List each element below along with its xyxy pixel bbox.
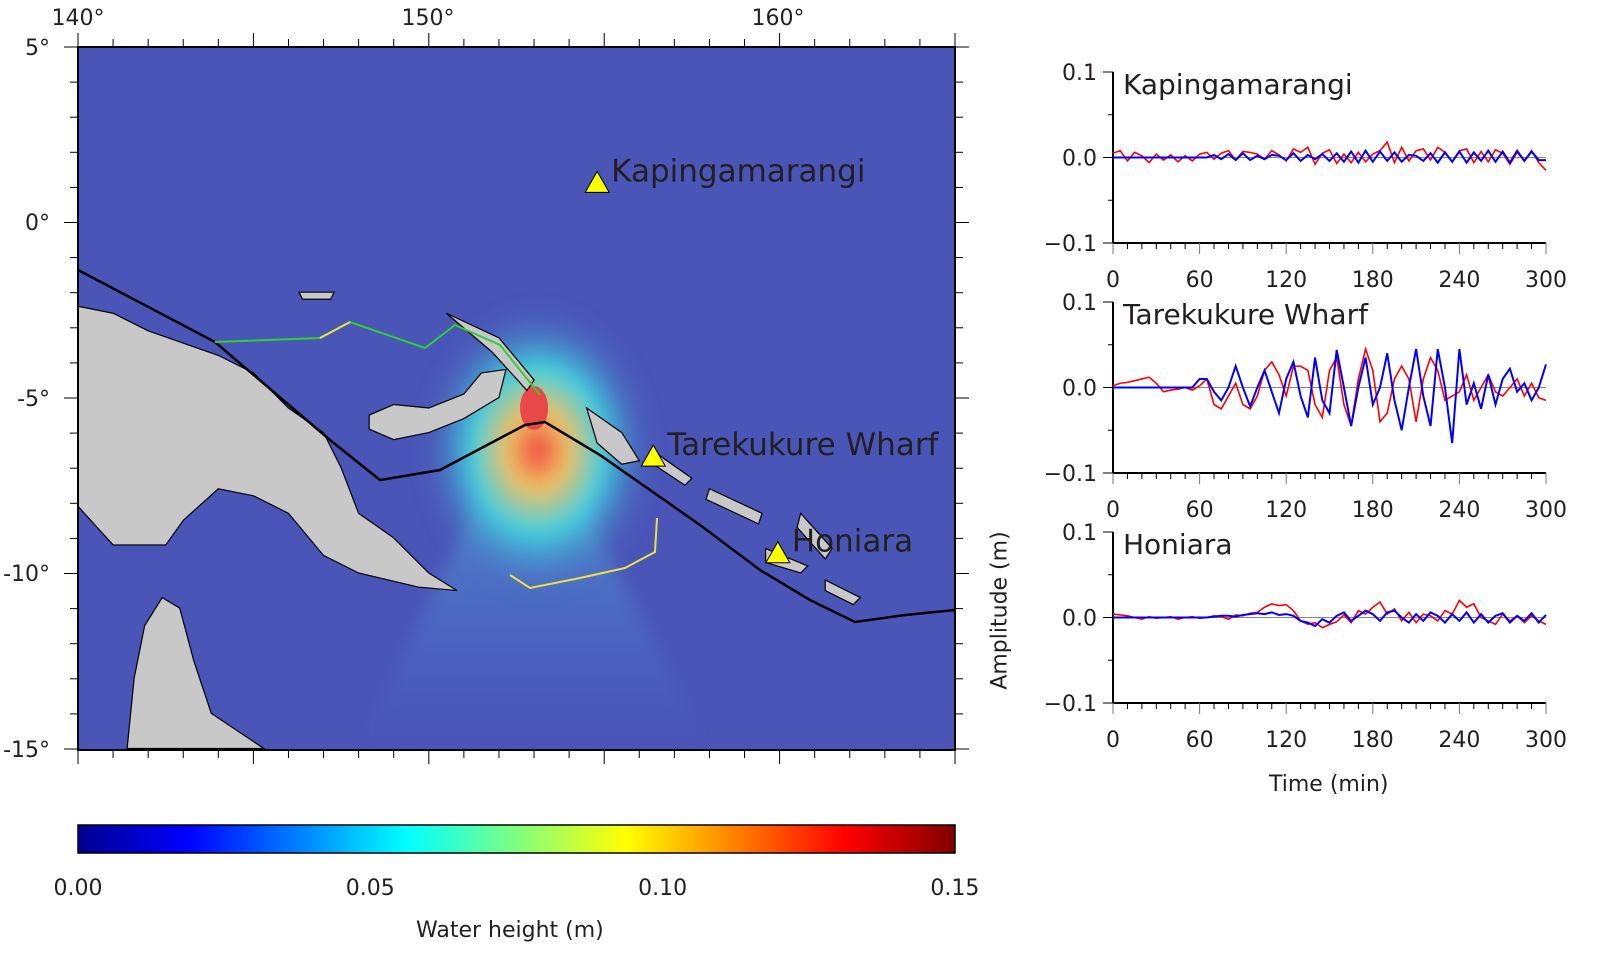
colorbar-tick-label: 0.10	[638, 876, 687, 901]
lon-tick-label: 140°	[52, 6, 105, 31]
station-label: Tarekukure Wharf	[666, 427, 939, 463]
y-tick-label: 0.0	[1062, 147, 1097, 172]
x-tick-label: 240	[1438, 498, 1480, 523]
fault-line-yellow	[509, 517, 658, 590]
station-label: Kapingamarangi	[611, 153, 865, 189]
land-new-guinea	[78, 305, 458, 592]
y-tick-label: 0.0	[1062, 607, 1097, 632]
x-tick-label: 180	[1352, 268, 1394, 293]
land-manus	[298, 291, 336, 300]
x-tick-label: 300	[1525, 728, 1567, 753]
timeseries-panel-1: 0.1 0.0 −0.1 0 60 120 180 240 300 Tarekukure Whar…	[1044, 291, 1567, 523]
x-tick-label: 300	[1525, 498, 1567, 523]
y-tick-label: 0.1	[1062, 521, 1097, 546]
land-australia	[126, 596, 266, 750]
y-tick-label: −0.1	[1044, 692, 1097, 717]
lat-tick-label: -15°	[3, 738, 50, 763]
x-tick-label: 120	[1265, 268, 1307, 293]
x-tick-label: 120	[1265, 728, 1307, 753]
trench-line	[78, 268, 955, 624]
station-label: Honiara	[792, 524, 913, 560]
x-axis-label: Time (min)	[1269, 772, 1389, 797]
lon-tick-label: 160°	[752, 6, 805, 31]
y-axis-label: Amplitude (m)	[987, 531, 1013, 690]
land-new-ireland	[445, 312, 535, 392]
land-malaita	[796, 512, 833, 560]
simulated-series-line	[1113, 348, 1547, 444]
land-bougainville	[585, 406, 641, 465]
y-tick-label: −0.1	[1044, 232, 1097, 257]
station-marker-icon	[640, 444, 667, 467]
colorbar	[77, 824, 956, 854]
max-wave-height	[520, 386, 549, 431]
x-tick-label: 180	[1352, 498, 1394, 523]
x-tick-label: 0	[1106, 728, 1120, 753]
x-tick-label: 120	[1265, 498, 1307, 523]
y-tick-label: −0.1	[1044, 462, 1097, 487]
y-tick-label: 0.1	[1062, 61, 1097, 86]
station-marker-icon	[764, 540, 791, 564]
lat-tick-label: 0°	[25, 211, 50, 236]
y-tick-label: 0.0	[1062, 377, 1097, 402]
land-new-britain	[368, 368, 507, 441]
lat-tick-label: -10°	[3, 562, 50, 587]
land-santa-isabel	[705, 487, 763, 525]
colorbar-label: Water height (m)	[416, 918, 604, 943]
panel-title: Kapingamarangi	[1123, 68, 1353, 101]
x-tick-label: 0	[1106, 498, 1120, 523]
simulated-series-line	[1113, 609, 1547, 628]
lon-tick-label: 150°	[402, 6, 455, 31]
x-tick-label: 240	[1438, 728, 1480, 753]
x-tick-label: 180	[1352, 728, 1394, 753]
station-marker-icon	[584, 170, 611, 193]
colorbar-tick-label: 0.15	[930, 876, 979, 901]
lat-tick-label: 5°	[25, 36, 50, 61]
wave-energy-source	[417, 300, 658, 601]
colorbar-tick-label: 0.05	[346, 876, 395, 901]
fault-segment-yellow	[319, 321, 351, 339]
simulated-series-line	[1113, 148, 1546, 165]
lat-tick-label: -5°	[17, 387, 50, 412]
panel-title: Tarekukure Wharf	[1122, 298, 1369, 331]
panel-title: Honiara	[1123, 528, 1233, 561]
observed-series-line	[1112, 140, 1547, 171]
x-tick-label: 60	[1186, 268, 1214, 293]
x-tick-label: 300	[1525, 268, 1567, 293]
y-tick-label: 0.1	[1062, 291, 1097, 316]
timeseries-panel-0: 0.1 0.0 −0.1 0 60 120 180 240 300 Kapingamarangi	[1044, 61, 1567, 293]
land-makira	[824, 579, 862, 606]
x-tick-label: 60	[1186, 498, 1214, 523]
timeseries-panel-2: 0.1 0.0 −0.1 0 60 120 180 240 300 Honiara	[1044, 521, 1567, 753]
colorbar-tick-label: 0.00	[54, 876, 103, 901]
x-tick-label: 60	[1186, 728, 1214, 753]
x-tick-label: 0	[1106, 268, 1120, 293]
x-tick-label: 240	[1438, 268, 1480, 293]
